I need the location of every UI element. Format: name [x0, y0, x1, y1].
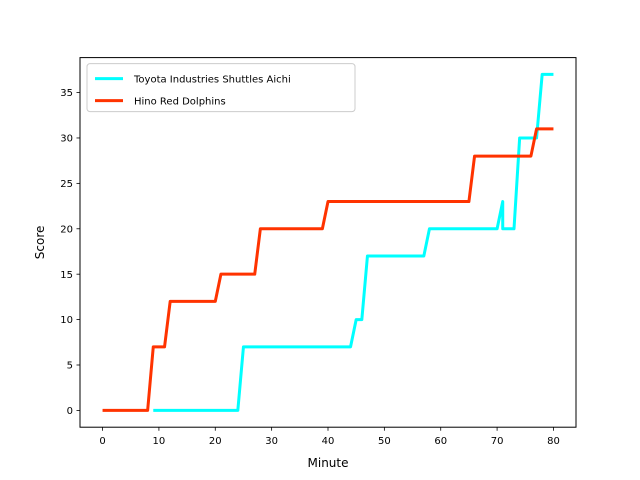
x-tick-label: 10 — [153, 436, 166, 447]
y-tick-label: 5 — [67, 361, 73, 372]
y-tick-label: 25 — [60, 179, 73, 190]
x-axis-label: Minute — [308, 456, 349, 470]
y-tick-label: 30 — [60, 134, 73, 145]
legend-label-2: Hino Red Dolphins — [134, 97, 226, 108]
y-axis-label: Score — [33, 226, 47, 260]
y-tick-label: 15 — [60, 270, 73, 281]
y-tick-label: 10 — [60, 315, 73, 326]
series-line-2 — [102, 127, 554, 412]
legend: Toyota Industries Shuttles Aichi Hino Red… — [86, 63, 356, 113]
y-tick-label: 0 — [67, 406, 73, 417]
axes-frame — [79, 57, 577, 428]
y-tick-label: 35 — [60, 88, 73, 99]
legend-label-1: Toyota Industries Shuttles Aichi — [133, 75, 291, 86]
x-tick-label: 70 — [491, 436, 504, 447]
x-tick-label: 20 — [209, 436, 222, 447]
x-axis-ticks: 0 10 20 30 40 50 60 70 80 — [99, 427, 560, 447]
y-axis-ticks: 0 5 10 15 20 25 30 35 — [60, 88, 80, 417]
plot-lines — [102, 72, 554, 412]
x-tick-label: 0 — [99, 436, 105, 447]
x-tick-label: 40 — [322, 436, 335, 447]
y-tick-label: 20 — [60, 224, 73, 235]
legend-box — [86, 63, 356, 113]
series-line-1 — [153, 72, 554, 412]
x-tick-label: 30 — [265, 436, 278, 447]
x-tick-label: 60 — [434, 436, 447, 447]
x-tick-label: 50 — [378, 436, 391, 447]
x-tick-label: 80 — [547, 436, 560, 447]
